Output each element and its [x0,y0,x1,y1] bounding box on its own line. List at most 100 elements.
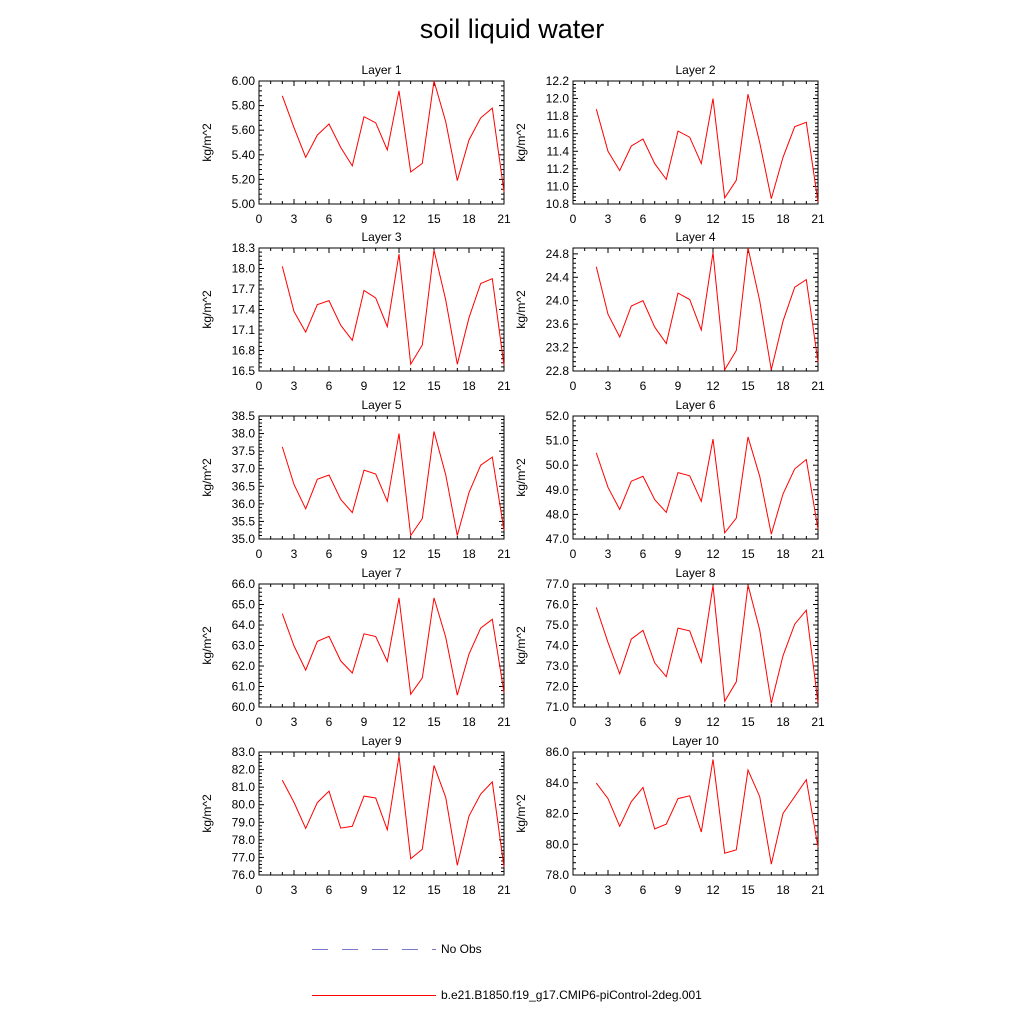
chart-panel-layer-2: Layer 2 kg/m^2 0 3 6 9 12 15 18 21 10.8 11.0 11.2 11.… [514,63,825,226]
y-tick-label: 77.0 [546,577,570,591]
y-tick-label: 81.0 [232,780,256,794]
y-tick-label: 48.0 [546,507,570,521]
y-tick-label: 11.2 [547,162,570,176]
series-line [595,759,819,865]
x-tick-label: 12 [392,715,406,729]
y-tick-label: 23.6 [546,317,570,331]
x-tick-label: 15 [741,212,755,226]
x-tick-label: 0 [570,212,577,226]
x-tick-label: 9 [361,212,368,226]
x-tick-label: 3 [291,715,298,729]
y-tick-label: 74.0 [546,639,570,653]
chart-panel-layer-9: Layer 9 kg/m^2 0 3 6 9 12 15 18 21 76.0 77.0 78.0 79.… [200,734,511,897]
x-tick-label: 12 [706,379,720,393]
y-tick-label: 17.1 [232,323,256,337]
x-tick-label: 0 [256,883,263,897]
y-tick-label: 18.3 [232,241,256,255]
y-tick-label: 36.5 [232,479,256,493]
y-axis-label: kg/m^2 [514,290,528,329]
y-tick-label: 83.0 [232,745,256,759]
panel-title: Layer 7 [361,566,401,580]
panel-title: Layer 2 [675,63,715,77]
y-tick-label: 18.0 [232,262,256,276]
x-tick-label: 21 [497,379,511,393]
x-tick-label: 21 [497,547,511,561]
y-tick-label: 82.0 [232,763,256,777]
y-axis-label: kg/m^2 [514,123,528,162]
x-tick-label: 12 [392,379,406,393]
x-tick-label: 6 [326,715,333,729]
x-tick-label: 0 [570,547,577,561]
x-tick-label: 18 [776,715,790,729]
y-tick-label: 24.4 [546,270,570,284]
y-tick-label: 52.0 [546,409,570,423]
x-tick-label: 18 [776,379,790,393]
plot-frame [258,583,505,708]
y-tick-label: 82.0 [546,807,570,821]
y-axis-label: kg/m^2 [200,123,214,162]
x-tick-label: 15 [427,883,441,897]
y-tick-label: 76.0 [232,868,256,882]
series-line [595,584,819,704]
plot-frame [258,415,505,540]
y-axis-label: kg/m^2 [200,290,214,329]
y-axis-label: kg/m^2 [200,458,214,497]
x-tick-label: 6 [640,212,647,226]
x-tick-label: 15 [427,547,441,561]
y-tick-label: 22.8 [546,364,570,378]
x-tick-label: 15 [741,379,755,393]
y-tick-label: 80.0 [546,837,570,851]
y-tick-label: 47.0 [546,532,570,546]
x-tick-label: 6 [640,547,647,561]
x-tick-label: 21 [811,212,825,226]
x-tick-label: 6 [326,212,333,226]
y-tick-label: 11.8 [547,109,570,123]
y-tick-label: 37.5 [232,444,256,458]
x-tick-label: 21 [811,883,825,897]
chart-panel-layer-8: Layer 8 kg/m^2 0 3 6 9 12 15 18 21 71.0 72.0 73.0 74.… [514,566,825,729]
page-title: soil liquid water [419,14,605,44]
x-tick-label: 21 [811,547,825,561]
y-tick-label: 50.0 [546,458,570,472]
y-tick-label: 61.0 [232,680,256,694]
x-tick-label: 3 [605,547,612,561]
series-line [281,431,505,537]
y-tick-label: 5.20 [232,172,256,186]
x-tick-label: 3 [291,379,298,393]
x-tick-label: 15 [427,379,441,393]
y-tick-label: 12.0 [546,92,570,106]
y-tick-label: 65.0 [232,598,256,612]
x-tick-label: 9 [675,715,682,729]
y-tick-label: 5.00 [232,197,256,211]
x-tick-label: 6 [640,715,647,729]
chart-panel-layer-3: Layer 3 kg/m^2 0 3 6 9 12 15 18 21 16.5 16.8 17.1 17.… [200,230,511,393]
y-axis-label: kg/m^2 [200,626,214,665]
x-tick-label: 18 [776,883,790,897]
y-tick-label: 64.0 [232,618,256,632]
y-tick-label: 38.0 [232,427,256,441]
y-tick-label: 62.0 [232,659,256,673]
y-axis-label: kg/m^2 [514,794,528,833]
panel-title: Layer 1 [361,63,401,77]
y-tick-label: 51.0 [546,434,570,448]
x-tick-label: 21 [811,379,825,393]
y-tick-label: 78.0 [546,868,570,882]
y-tick-label: 24.8 [546,247,570,261]
x-tick-label: 0 [256,379,263,393]
x-tick-label: 15 [741,883,755,897]
x-tick-label: 21 [497,883,511,897]
x-tick-label: 18 [462,212,476,226]
x-tick-label: 3 [291,212,298,226]
x-tick-label: 9 [675,379,682,393]
y-tick-label: 37.0 [232,462,256,476]
x-tick-label: 18 [776,547,790,561]
x-tick-label: 15 [741,715,755,729]
x-tick-label: 9 [675,883,682,897]
y-tick-label: 12.2 [546,74,570,88]
x-tick-label: 0 [256,715,263,729]
plot-frame [258,80,505,205]
y-axis-label: kg/m^2 [514,458,528,497]
y-tick-label: 84.0 [546,776,570,790]
x-tick-label: 9 [361,379,368,393]
